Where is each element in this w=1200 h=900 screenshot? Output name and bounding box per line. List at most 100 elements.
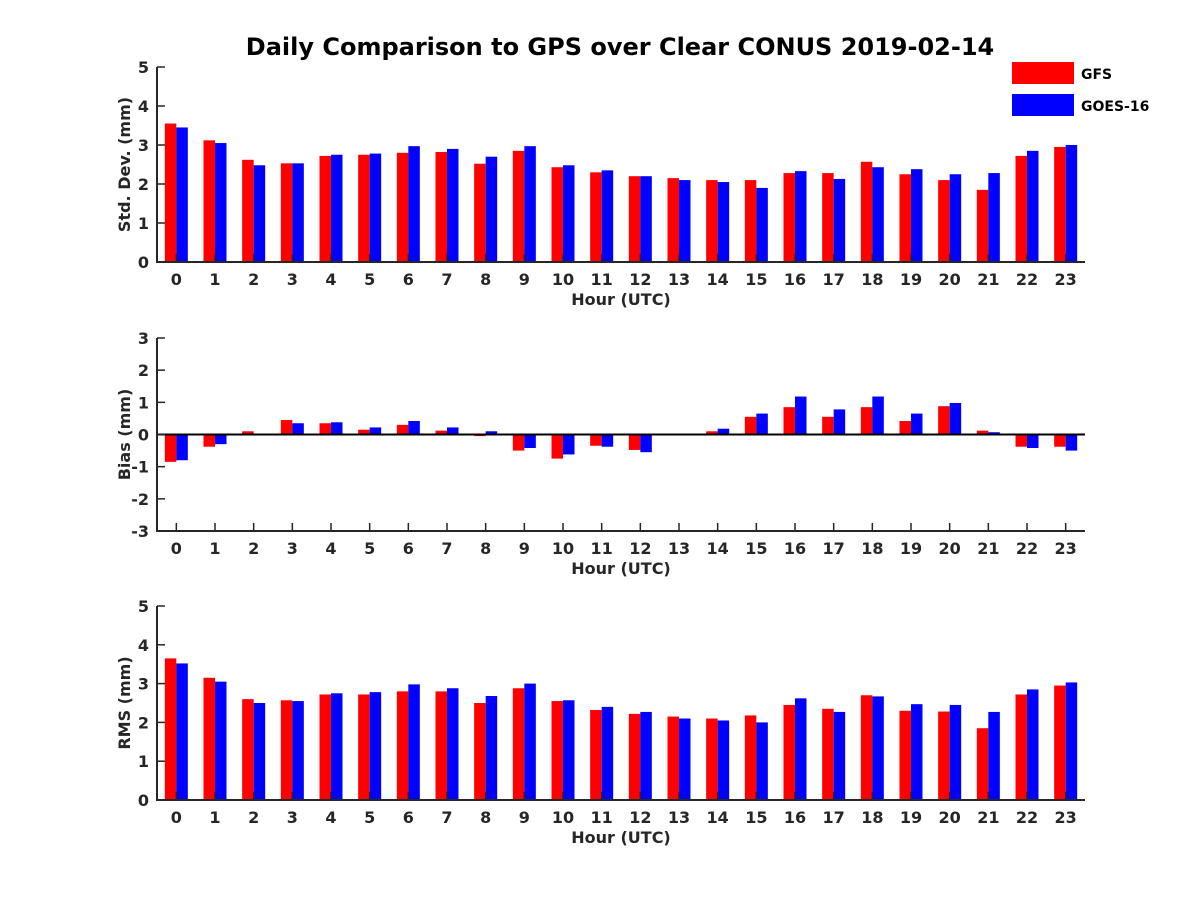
rms-x-tick-label: 19 xyxy=(900,808,922,827)
std-dev-y-axis-label: Std. Dev. (mm) xyxy=(115,97,134,232)
bias-bar-gfs-4 xyxy=(319,423,331,435)
std-dev-bar-goes16-13 xyxy=(679,180,691,262)
std-dev-bar-goes16-12 xyxy=(640,176,652,262)
bias-bar-goes16-0 xyxy=(176,434,188,461)
std-dev-x-tick-label: 17 xyxy=(823,270,845,289)
rms-x-tick-label: 22 xyxy=(1016,808,1038,827)
std-dev-bar-gfs-11 xyxy=(590,172,602,262)
bias-x-tick-label: 20 xyxy=(939,539,961,558)
std-dev-bar-gfs-6 xyxy=(396,152,409,262)
bias-bar-goes16-6 xyxy=(408,420,420,435)
bias-bar-goes16-23 xyxy=(1065,434,1078,451)
rms-x-tick-label: 12 xyxy=(629,808,651,827)
rms-bar-gfs-11 xyxy=(590,709,602,800)
rms-bar-gfs-14 xyxy=(706,718,718,800)
bias-x-tick-label: 14 xyxy=(707,539,729,558)
std-dev-x-tick-label: 4 xyxy=(325,270,336,289)
std-dev-y-tick-label: 1 xyxy=(138,214,149,233)
std-dev-x-tick-label: 16 xyxy=(784,270,806,289)
rms-y-tick-label: 4 xyxy=(138,636,149,655)
rms-y-tick-label: 0 xyxy=(138,791,149,810)
rms-bar-goes16-21 xyxy=(988,711,1000,800)
bias-x-tick-label: 13 xyxy=(668,539,690,558)
std-dev-bar-goes16-10 xyxy=(563,165,575,262)
rms-bar-gfs-4 xyxy=(319,694,331,800)
rms-bar-goes16-15 xyxy=(756,722,768,800)
std-dev-x-tick-label: 7 xyxy=(441,270,452,289)
bias-x-tick-label: 12 xyxy=(629,539,651,558)
rms-bar-gfs-5 xyxy=(358,694,370,800)
bias-bar-goes16-10 xyxy=(563,434,575,455)
rms-bar-goes16-23 xyxy=(1065,682,1078,800)
rms-x-tick-label: 17 xyxy=(823,808,845,827)
std-dev-bar-gfs-23 xyxy=(1054,146,1066,262)
std-dev-x-tick-label: 6 xyxy=(403,270,414,289)
rms-y-tick-label: 1 xyxy=(138,752,149,771)
std-dev-bar-gfs-20 xyxy=(938,180,950,262)
std-dev-bar-gfs-5 xyxy=(358,154,370,262)
bias-bar-gfs-3 xyxy=(280,420,293,435)
bias-bar-goes16-19 xyxy=(911,413,923,435)
std-dev-bar-gfs-16 xyxy=(783,173,795,262)
std-dev-bar-gfs-0 xyxy=(164,123,177,262)
rms-x-tick-label: 13 xyxy=(668,808,690,827)
rms-x-tick-label: 3 xyxy=(287,808,298,827)
bias-x-tick-label: 19 xyxy=(900,539,922,558)
std-dev-bar-gfs-22 xyxy=(1015,155,1027,262)
bias-bar-goes16-14 xyxy=(717,428,730,435)
std-dev-bar-goes16-15 xyxy=(756,187,768,262)
bias-bar-gfs-23 xyxy=(1054,434,1066,447)
std-dev-x-tick-label: 12 xyxy=(629,270,651,289)
std-dev-bar-goes16-1 xyxy=(215,143,227,262)
std-dev-x-tick-label: 9 xyxy=(519,270,530,289)
bias-y-tick-label: -1 xyxy=(131,458,149,477)
std-dev-x-tick-label: 22 xyxy=(1016,270,1038,289)
rms-bar-goes16-0 xyxy=(176,663,188,800)
bias-x-tick-label: 16 xyxy=(784,539,806,558)
legend-swatch-gfs xyxy=(1012,62,1074,84)
std-dev-bar-goes16-7 xyxy=(447,148,459,262)
std-dev-bar-goes16-22 xyxy=(1027,150,1039,262)
std-dev-bar-goes16-21 xyxy=(988,173,1000,262)
rms-bar-gfs-2 xyxy=(242,699,254,800)
std-dev-bar-gfs-8 xyxy=(474,163,486,262)
rms-x-tick-label: 15 xyxy=(745,808,767,827)
rms-bar-gfs-22 xyxy=(1015,694,1027,800)
std-dev-bar-goes16-3 xyxy=(292,163,304,262)
std-dev-x-tick-label: 10 xyxy=(552,270,574,289)
rms-bar-gfs-19 xyxy=(899,710,911,800)
bias-bar-goes16-4 xyxy=(331,422,343,435)
std-dev-bar-goes16-14 xyxy=(717,182,730,262)
rms-bar-gfs-0 xyxy=(164,658,177,800)
bias-x-tick-label: 17 xyxy=(823,539,845,558)
bias-y-tick-label: 1 xyxy=(138,393,149,412)
rms-x-tick-label: 16 xyxy=(784,808,806,827)
std-dev-bar-goes16-20 xyxy=(949,174,962,262)
rms-bar-goes16-19 xyxy=(911,704,923,800)
legend-label-goes16: GOES-16 xyxy=(1081,99,1149,115)
rms-bar-goes16-16 xyxy=(795,698,807,800)
rms-bar-goes16-9 xyxy=(524,683,536,800)
bias-bar-gfs-7 xyxy=(435,430,447,435)
bias-bar-gfs-14 xyxy=(706,431,718,435)
bias-bar-gfs-5 xyxy=(358,429,370,435)
std-dev-y-tick-label: 5 xyxy=(138,58,149,77)
std-dev-bar-goes16-17 xyxy=(833,178,846,262)
rms-bar-gfs-16 xyxy=(783,704,795,800)
bias-x-tick-label: 8 xyxy=(480,539,491,558)
rms-y-tick-label: 2 xyxy=(138,713,149,732)
legend-swatch-goes16 xyxy=(1012,94,1074,116)
rms-y-axis-label: RMS (mm) xyxy=(115,656,134,749)
bias-bar-gfs-20 xyxy=(938,406,950,435)
bias-y-tick-label: -2 xyxy=(131,490,149,509)
bias-y-axis-label: Bias (mm) xyxy=(115,389,134,481)
bias-x-tick-label: 23 xyxy=(1055,539,1077,558)
rms-x-tick-label: 4 xyxy=(325,808,336,827)
std-dev-bar-gfs-4 xyxy=(319,155,331,262)
legend-label-gfs: GFS xyxy=(1081,67,1112,83)
rms-y-tick-label: 3 xyxy=(138,675,149,694)
std-dev-bar-goes16-16 xyxy=(795,171,807,262)
std-dev-x-tick-label: 19 xyxy=(900,270,922,289)
